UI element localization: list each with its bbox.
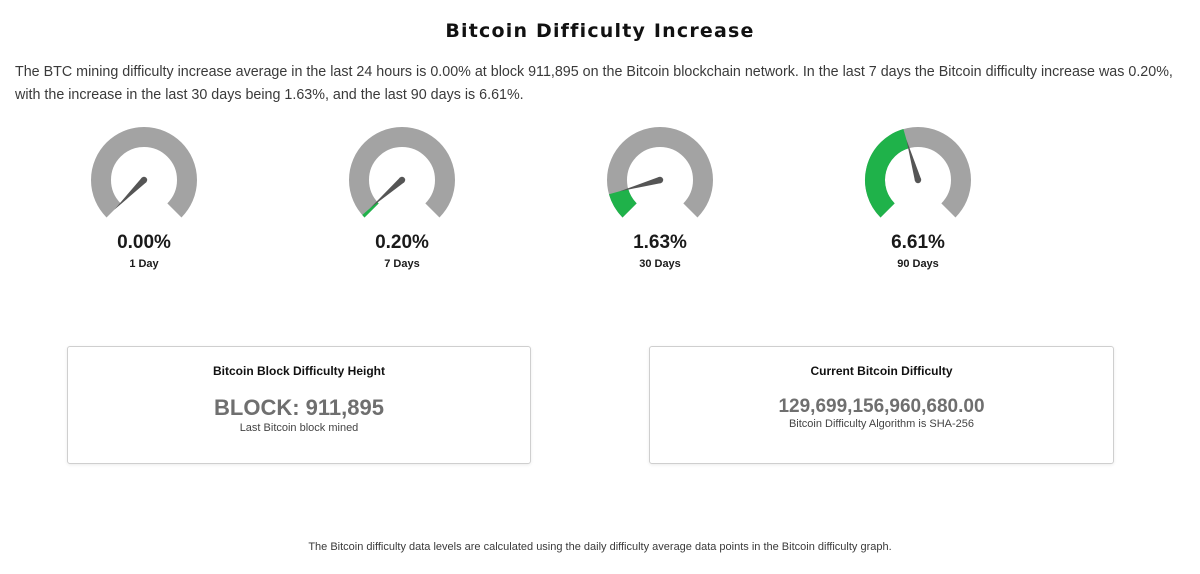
gauge-needle bbox=[619, 176, 661, 192]
block-height-card: Bitcoin Block Difficulty Height BLOCK: 9… bbox=[67, 346, 531, 464]
gauge-hub bbox=[140, 176, 148, 184]
gauge-fill bbox=[362, 201, 379, 218]
gauge-value: 0.00% bbox=[117, 232, 171, 253]
gauge-dial bbox=[865, 127, 971, 218]
gauge-fill bbox=[608, 188, 638, 218]
gauge-value: 1.63% bbox=[633, 232, 687, 253]
gauge-needle bbox=[370, 177, 405, 208]
gauge-label: 7 Days bbox=[384, 258, 420, 270]
gauge-label: 1 Day bbox=[129, 258, 159, 270]
gauge-label: 90 Days bbox=[897, 258, 939, 270]
gauge-dial bbox=[91, 127, 197, 218]
gauge-7-days: 0.20% 7 Days bbox=[342, 124, 462, 274]
card-title: Bitcoin Block Difficulty Height bbox=[212, 364, 385, 378]
footnote: The Bitcoin difficulty data levels are c… bbox=[308, 541, 892, 553]
gauge-track bbox=[607, 127, 713, 218]
page-title: Bitcoin Difficulty Increase bbox=[445, 20, 755, 42]
gauge-track bbox=[91, 127, 197, 218]
gauge-needle bbox=[114, 177, 147, 210]
card-title: Current Bitcoin Difficulty bbox=[810, 364, 953, 378]
block-height-value: BLOCK: 911,895 bbox=[214, 395, 384, 420]
difficulty-value: 129,699,156,960,680.00 bbox=[778, 396, 985, 417]
gauge-dial bbox=[607, 127, 713, 218]
gauge-hub bbox=[398, 176, 406, 184]
gauge-track bbox=[349, 127, 455, 218]
gauge-dial bbox=[349, 127, 455, 218]
gauge-value: 6.61% bbox=[891, 232, 945, 253]
intro-paragraph: The BTC mining difficulty increase avera… bbox=[15, 64, 1173, 103]
gauge-30-days: 1.63% 30 Days bbox=[600, 124, 720, 274]
current-difficulty-card: Current Bitcoin Difficulty 129,699,156,9… bbox=[649, 346, 1114, 464]
gauge-value: 0.20% bbox=[375, 232, 429, 253]
gauge-hub bbox=[656, 176, 664, 184]
gauge-hub bbox=[914, 176, 922, 184]
gauge-90-days: 6.61% 90 Days bbox=[858, 124, 978, 274]
gauge-fill bbox=[865, 129, 910, 218]
card-subtitle: Bitcoin Difficulty Algorithm is SHA-256 bbox=[788, 418, 975, 430]
gauge-needle bbox=[906, 139, 922, 181]
gauge-label: 30 Days bbox=[639, 258, 681, 270]
card-subtitle: Last Bitcoin block mined bbox=[239, 422, 359, 434]
gauge-1-day: 0.00% 1 Day bbox=[84, 124, 204, 274]
